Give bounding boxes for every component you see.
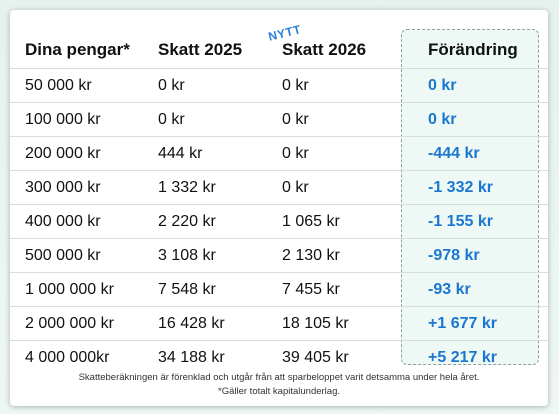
cell-change: 0 kr bbox=[428, 77, 457, 94]
table-row: 1 000 000 kr 7 548 kr 7 455 kr -93 kr bbox=[10, 272, 548, 306]
cell-tax-2025: 444 kr bbox=[158, 145, 203, 162]
cell-tax-2026: 18 105 kr bbox=[282, 315, 349, 332]
table-row: 400 000 kr 2 220 kr 1 065 kr -1 155 kr bbox=[10, 204, 548, 238]
cell-tax-2025: 0 kr bbox=[158, 111, 185, 128]
tax-table-card: Dina pengar* Skatt 2025 Skatt 2026 Förän… bbox=[10, 10, 548, 406]
cell-tax-2026: 0 kr bbox=[282, 77, 309, 94]
cell-tax-2025: 34 188 kr bbox=[158, 349, 225, 366]
cell-tax-2026: 0 kr bbox=[282, 111, 309, 128]
cell-money: 400 000 kr bbox=[25, 213, 101, 230]
cell-change: -1 155 kr bbox=[428, 213, 493, 230]
table-row: 200 000 kr 444 kr 0 kr -444 kr bbox=[10, 136, 548, 170]
cell-money: 50 000 kr bbox=[25, 77, 92, 94]
table-row: 50 000 kr 0 kr 0 kr 0 kr bbox=[10, 68, 548, 102]
header-skatt-2026: Skatt 2026 bbox=[282, 40, 367, 59]
footnote-capital-base: *Gäller totalt kapitalunderlag. bbox=[218, 386, 340, 397]
cell-tax-2025: 2 220 kr bbox=[158, 213, 216, 230]
cell-change: 0 kr bbox=[428, 111, 457, 128]
cell-tax-2026: 2 130 kr bbox=[282, 247, 340, 264]
cell-change: +5 217 kr bbox=[428, 349, 497, 366]
cell-change: +1 677 kr bbox=[428, 315, 497, 332]
table-row: 500 000 kr 3 108 kr 2 130 kr -978 kr bbox=[10, 238, 548, 272]
table-body: 50 000 kr 0 kr 0 kr 0 kr 100 000 kr 0 kr… bbox=[10, 68, 548, 374]
header-dina-pengar: Dina pengar* bbox=[25, 40, 130, 59]
cell-money: 1 000 000 kr bbox=[25, 281, 114, 298]
cell-money: 200 000 kr bbox=[25, 145, 101, 162]
cell-tax-2026: 39 405 kr bbox=[282, 349, 349, 366]
cell-tax-2025: 16 428 kr bbox=[158, 315, 225, 332]
cell-tax-2025: 3 108 kr bbox=[158, 247, 216, 264]
cell-money: 100 000 kr bbox=[25, 111, 101, 128]
table-row: 300 000 kr 1 332 kr 0 kr -1 332 kr bbox=[10, 170, 548, 204]
table-row: 2 000 000 kr 16 428 kr 18 105 kr +1 677 … bbox=[10, 306, 548, 340]
cell-tax-2026: 0 kr bbox=[282, 179, 309, 196]
header-forandring: Förändring bbox=[428, 40, 518, 59]
cell-money: 500 000 kr bbox=[25, 247, 101, 264]
cell-money: 300 000 kr bbox=[25, 179, 101, 196]
cell-tax-2025: 0 kr bbox=[158, 77, 185, 94]
cell-money: 4 000 000kr bbox=[25, 349, 110, 366]
cell-tax-2026: 7 455 kr bbox=[282, 281, 340, 298]
cell-change: -1 332 kr bbox=[428, 179, 493, 196]
cell-tax-2026: 0 kr bbox=[282, 145, 309, 162]
cell-change: -444 kr bbox=[428, 145, 480, 162]
footnote-disclaimer: Skatteberäkningen är förenklad och utgår… bbox=[78, 372, 480, 383]
header-skatt-2025: Skatt 2025 bbox=[158, 40, 243, 59]
cell-change: -978 kr bbox=[428, 247, 480, 264]
table-row: 100 000 kr 0 kr 0 kr 0 kr bbox=[10, 102, 548, 136]
cell-tax-2025: 7 548 kr bbox=[158, 281, 216, 298]
cell-money: 2 000 000 kr bbox=[25, 315, 114, 332]
cell-tax-2025: 1 332 kr bbox=[158, 179, 216, 196]
cell-change: -93 kr bbox=[428, 281, 471, 298]
change-column-highlight bbox=[401, 29, 539, 365]
table-row: 4 000 000kr 34 188 kr 39 405 kr +5 217 k… bbox=[10, 340, 548, 374]
cell-tax-2026: 1 065 kr bbox=[282, 213, 340, 230]
